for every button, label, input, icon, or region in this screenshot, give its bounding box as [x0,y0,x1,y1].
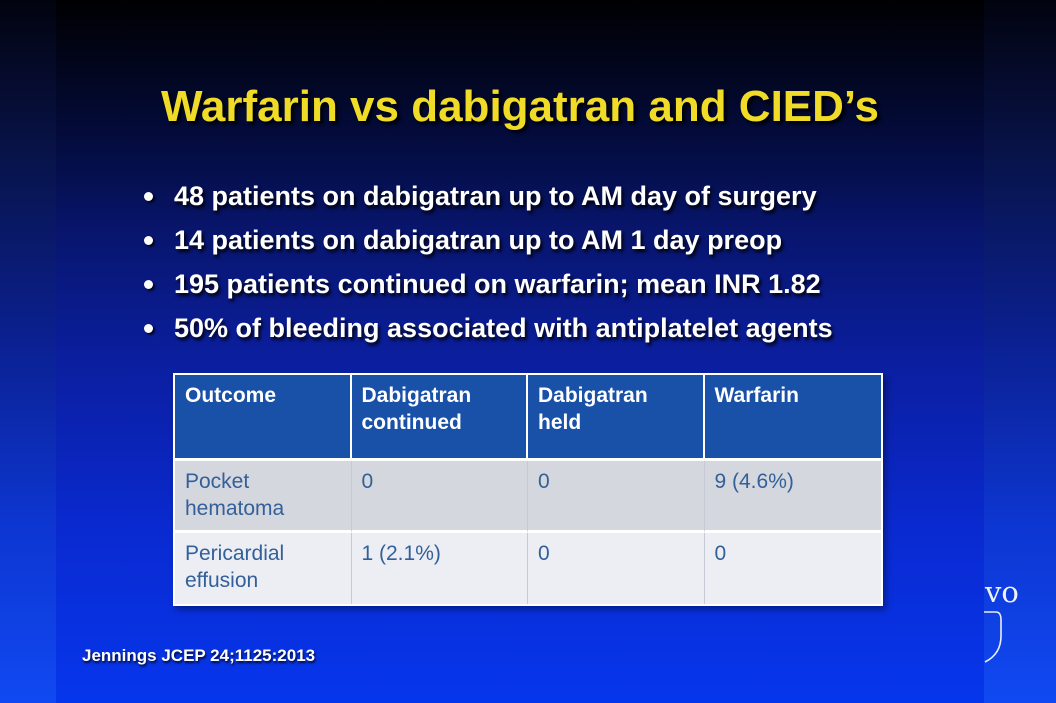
table-cell: 0 [528,533,705,604]
table-header-warfarin: Warfarin [704,375,881,461]
bullet-item: 50% of bleeding associated with antiplat… [144,306,833,350]
table-header-dabigatran-held: Dabigatran held [528,375,705,461]
table-cell: 0 [704,533,881,604]
partial-logo-text: vo [985,575,1019,609]
table-header-dabigatran-continued: Dabigatran continued [351,375,528,461]
bullet-item: 48 patients on dabigatran up to AM day o… [144,174,833,218]
bullet-text: 195 patients continued on warfarin; mean… [174,268,821,299]
table-cell: 9 (4.6%) [704,461,881,533]
slide-title: Warfarin vs dabigatran and CIED’s [160,82,879,131]
bullet-text: 48 patients on dabigatran up to AM day o… [174,180,817,211]
bullet-icon [144,235,153,245]
bullet-icon [144,279,153,289]
bullet-list: 48 patients on dabigatran up to AM day o… [144,174,833,350]
table-row-label: Pericardial effusion [175,533,352,604]
table-cell: 0 [528,461,705,533]
background-strip-right: vo [984,0,1056,703]
bullet-icon [144,191,153,201]
bullet-item: 14 patients on dabigatran up to AM 1 day… [144,218,833,262]
outcomes-table: Outcome Dabigatran continued Dabigatran … [173,373,883,606]
bullet-item: 195 patients continued on warfarin; mean… [144,262,833,306]
table-cell: 1 (2.1%) [351,533,528,604]
table-row-label: Pocket hematoma [175,461,352,533]
citation-reference: Jennings JCEP 24;1125:2013 [82,646,316,665]
bullet-text: 14 patients on dabigatran up to AM 1 day… [174,224,783,255]
presentation-slide: Warfarin vs dabigatran and CIED’s 48 pat… [56,0,984,703]
shield-logo-icon [984,611,1002,663]
bullet-text: 50% of bleeding associated with antiplat… [174,312,833,343]
bullet-icon [144,323,153,333]
table-cell: 0 [351,461,528,533]
background-strip-left [0,0,56,703]
table-header-outcome: Outcome [175,375,352,461]
